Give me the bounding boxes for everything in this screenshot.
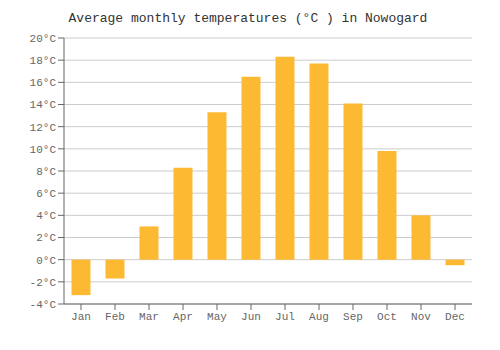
svg-text:Jun: Jun <box>241 311 261 323</box>
svg-text:20°C: 20°C <box>30 33 57 45</box>
svg-text:Oct: Oct <box>377 311 397 323</box>
svg-text:Jul: Jul <box>275 311 295 323</box>
svg-text:Nov: Nov <box>411 311 431 323</box>
svg-text:Jan: Jan <box>71 311 91 323</box>
svg-text:Mar: Mar <box>139 311 159 323</box>
svg-text:Sep: Sep <box>343 311 363 323</box>
svg-text:6°C: 6°C <box>36 188 56 200</box>
svg-text:14°C: 14°C <box>30 99 57 111</box>
svg-text:2°C: 2°C <box>36 232 56 244</box>
svg-text:Dec: Dec <box>445 311 465 323</box>
svg-text:-2°C: -2°C <box>30 277 57 289</box>
svg-text:4°C: 4°C <box>36 210 56 222</box>
svg-text:Apr: Apr <box>173 311 193 323</box>
svg-text:16°C: 16°C <box>30 77 57 89</box>
svg-text:0°C: 0°C <box>36 255 56 267</box>
svg-text:May: May <box>207 311 227 323</box>
svg-text:10°C: 10°C <box>30 144 57 156</box>
svg-text:12°C: 12°C <box>30 122 57 134</box>
svg-text:-4°C: -4°C <box>30 299 57 311</box>
svg-text:18°C: 18°C <box>30 55 57 67</box>
svg-text:Feb: Feb <box>105 311 125 323</box>
svg-text:Aug: Aug <box>309 311 329 323</box>
svg-text:8°C: 8°C <box>36 166 56 178</box>
html-text:Average monthly temperatures (: Average monthly temperatures (°C ) in No… <box>68 11 428 26</box>
